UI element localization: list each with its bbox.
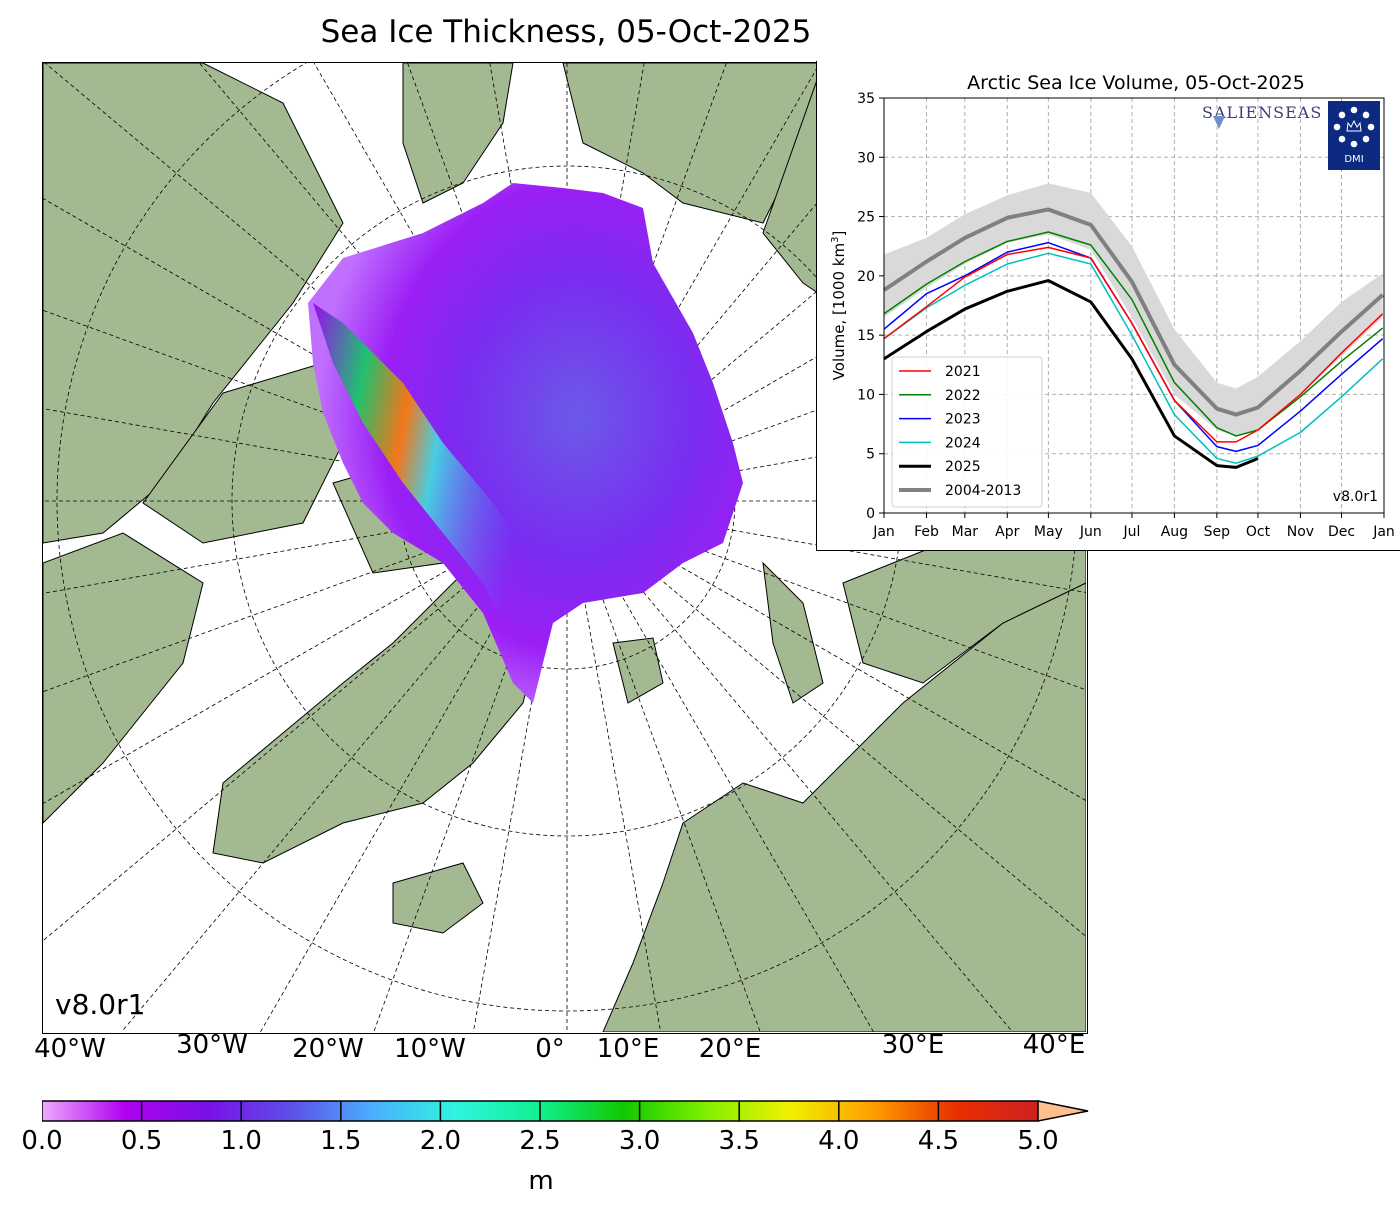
land-canada-south <box>43 532 204 824</box>
meridian-line <box>199 63 568 502</box>
salienseas-logo-mark <box>1213 116 1225 129</box>
map-version-label: v8.0r1 <box>55 988 146 1021</box>
x-tick-label: Jan <box>872 524 895 540</box>
longitude-label: 30°E <box>881 1030 945 1060</box>
colorbar <box>42 1100 1089 1122</box>
x-tick-label: Jan <box>1372 524 1395 540</box>
longitude-label: 40°W <box>34 1034 106 1064</box>
colorbar-tick-label: 4.5 <box>917 1126 960 1156</box>
meridian-line <box>43 408 568 502</box>
ice-extent <box>308 183 743 703</box>
y-tick-label: 30 <box>857 150 875 166</box>
series-line-2021 <box>883 246 1384 443</box>
y-tick-label: 15 <box>857 328 875 344</box>
longitude-label: 20°W <box>292 1034 364 1064</box>
x-tick-label: Jun <box>1079 524 1102 540</box>
x-tick-label: Dec <box>1328 524 1355 540</box>
colorbar-tick-label: 0.0 <box>21 1126 63 1156</box>
land-svalbard <box>612 637 664 704</box>
x-tick-label: Sep <box>1204 524 1231 540</box>
legend-label: 2022 <box>945 388 981 404</box>
legend-label: 2023 <box>945 412 981 428</box>
volume-chart: Arctic Sea Ice Volume, 05-Oct-2025 Jan Feb… <box>830 72 1395 540</box>
colorbar-tick-label: 1.5 <box>320 1126 362 1156</box>
dmi-logo: DMI <box>1328 101 1380 170</box>
longitude-label: 20°E <box>698 1034 762 1064</box>
meridian-line <box>43 500 568 594</box>
y-tick-label: 25 <box>857 210 875 226</box>
colorbar-tick-label: 5.0 <box>1017 1126 1059 1156</box>
land-iceland <box>392 862 484 934</box>
y-tick-label: 0 <box>866 506 875 522</box>
land-north-america <box>43 63 344 544</box>
legend-label: 2021 <box>945 364 981 380</box>
sea-ice <box>308 183 743 703</box>
land-alaska-siberia <box>402 63 514 204</box>
chart-title: Arctic Sea Ice Volume, 05-Oct-2025 <box>967 72 1305 94</box>
x-tick-label: Feb <box>914 524 939 540</box>
legend-label: 2004-2013 <box>945 483 1021 499</box>
series-line-2025 <box>883 279 1259 469</box>
x-tick-label: Apr <box>995 524 1019 540</box>
plot-frame <box>883 97 1385 514</box>
series-line-2022 <box>883 231 1384 437</box>
svg-text:DMI: DMI <box>1344 154 1363 165</box>
x-tick-label: May <box>1034 524 1063 540</box>
colorbar-tick-label: 4.0 <box>818 1126 860 1156</box>
land-scandinavia-russia <box>602 582 1087 1033</box>
longitude-label: 10°W <box>394 1034 466 1064</box>
salienseas-logo: SALIENSEAS <box>1202 103 1322 122</box>
legend: 2021 2022 2023 2024 2025 2004-2013 <box>891 356 1043 508</box>
longitude-label: 0° <box>535 1034 565 1064</box>
colorbar-tick-label: 2.5 <box>519 1126 561 1156</box>
y-tick-label: 20 <box>857 269 875 285</box>
longitude-label: 30°W <box>176 1030 248 1060</box>
figure-title: Sea Ice Thickness, 05-Oct-2025 <box>320 14 812 50</box>
meridian-line <box>472 500 568 1032</box>
y-tick-label: 35 <box>857 91 875 107</box>
colorbar-tick-label: 3.0 <box>618 1126 661 1156</box>
colorbar-tick-label: 3.5 <box>718 1126 760 1156</box>
x-tick-label: Jul <box>1122 524 1140 540</box>
x-tick-label: Oct <box>1246 524 1271 540</box>
y-tick-label: 10 <box>857 387 875 403</box>
colorbar-tick-label: 0.5 <box>120 1126 163 1156</box>
legend-label: 2024 <box>945 435 981 451</box>
colorbar-extend-arrow <box>1037 1100 1089 1122</box>
x-tick-label: Nov <box>1287 524 1314 540</box>
longitude-label: 40°E <box>1022 1030 1086 1060</box>
volume-chart-inset: Arctic Sea Ice Volume, 05-Oct-2025 Jan Feb… <box>816 61 1400 551</box>
y-tick-label: 5 <box>866 447 875 463</box>
colorbar-tick-label: 2.0 <box>419 1126 462 1156</box>
meridian-line <box>566 500 662 1032</box>
chart-version-label: v8.0r1 <box>1333 489 1378 505</box>
colorbar-unit: m <box>528 1166 554 1196</box>
series-line-2024 <box>883 252 1384 464</box>
x-tick-label: Aug <box>1161 524 1188 540</box>
longitude-label: 10°E <box>596 1034 660 1064</box>
colorbar-tick-label: 1.0 <box>220 1126 262 1156</box>
legend-label: 2025 <box>945 459 981 475</box>
y-axis-label: Volume, [1000 km3] <box>830 231 848 381</box>
series-line-2004-2013 <box>882 207 1384 417</box>
land-novaya-zemlya <box>762 561 824 704</box>
band-2004-2013 <box>884 183 1383 436</box>
x-tick-label: Mar <box>952 524 979 540</box>
ice-thick-band <box>313 303 543 673</box>
